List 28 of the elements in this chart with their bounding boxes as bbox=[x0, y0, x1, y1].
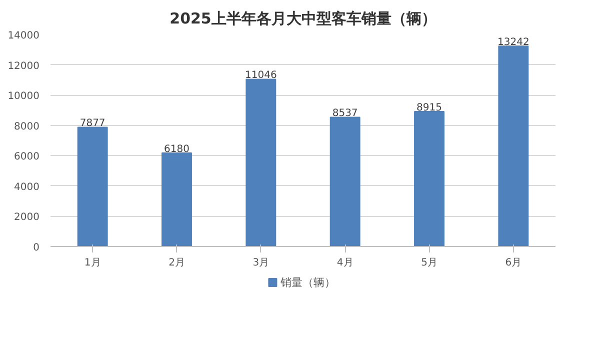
y-tick-label: 12000 bbox=[8, 60, 40, 72]
legend-label: 销量（辆） bbox=[280, 276, 336, 289]
x-tick-label: 3月 bbox=[252, 258, 270, 268]
y-tick-label: 4000 bbox=[14, 182, 40, 193]
x-tick-label: 1月 bbox=[84, 258, 101, 268]
data-label: 13242 bbox=[498, 36, 530, 48]
bar bbox=[77, 126, 108, 246]
data-label: 6180 bbox=[164, 144, 190, 155]
chart-title: 2025上半年各月大中型客车销量（辆） bbox=[170, 10, 436, 28]
bar bbox=[330, 116, 360, 246]
y-tick-label: 6000 bbox=[14, 152, 40, 163]
bar bbox=[414, 111, 444, 246]
x-tick-label: 5月 bbox=[421, 258, 438, 268]
bar bbox=[498, 45, 529, 246]
y-tick-label: 8000 bbox=[14, 121, 40, 132]
y-tick-label: 14000 bbox=[8, 30, 40, 42]
y-tick-label: 10000 bbox=[8, 91, 40, 102]
data-label: 7877 bbox=[80, 118, 106, 130]
data-label: 8915 bbox=[416, 102, 442, 114]
data-label: 8537 bbox=[332, 108, 358, 120]
data-label: 11046 bbox=[245, 70, 277, 82]
x-tick-label: 4月 bbox=[336, 258, 354, 268]
x-tick-label: 2月 bbox=[168, 258, 185, 268]
y-tick-label: 0 bbox=[33, 242, 40, 254]
bar bbox=[246, 78, 276, 246]
y-tick-label: 2000 bbox=[14, 212, 40, 224]
x-tick-label: 6月 bbox=[505, 258, 522, 268]
bar bbox=[162, 152, 192, 246]
